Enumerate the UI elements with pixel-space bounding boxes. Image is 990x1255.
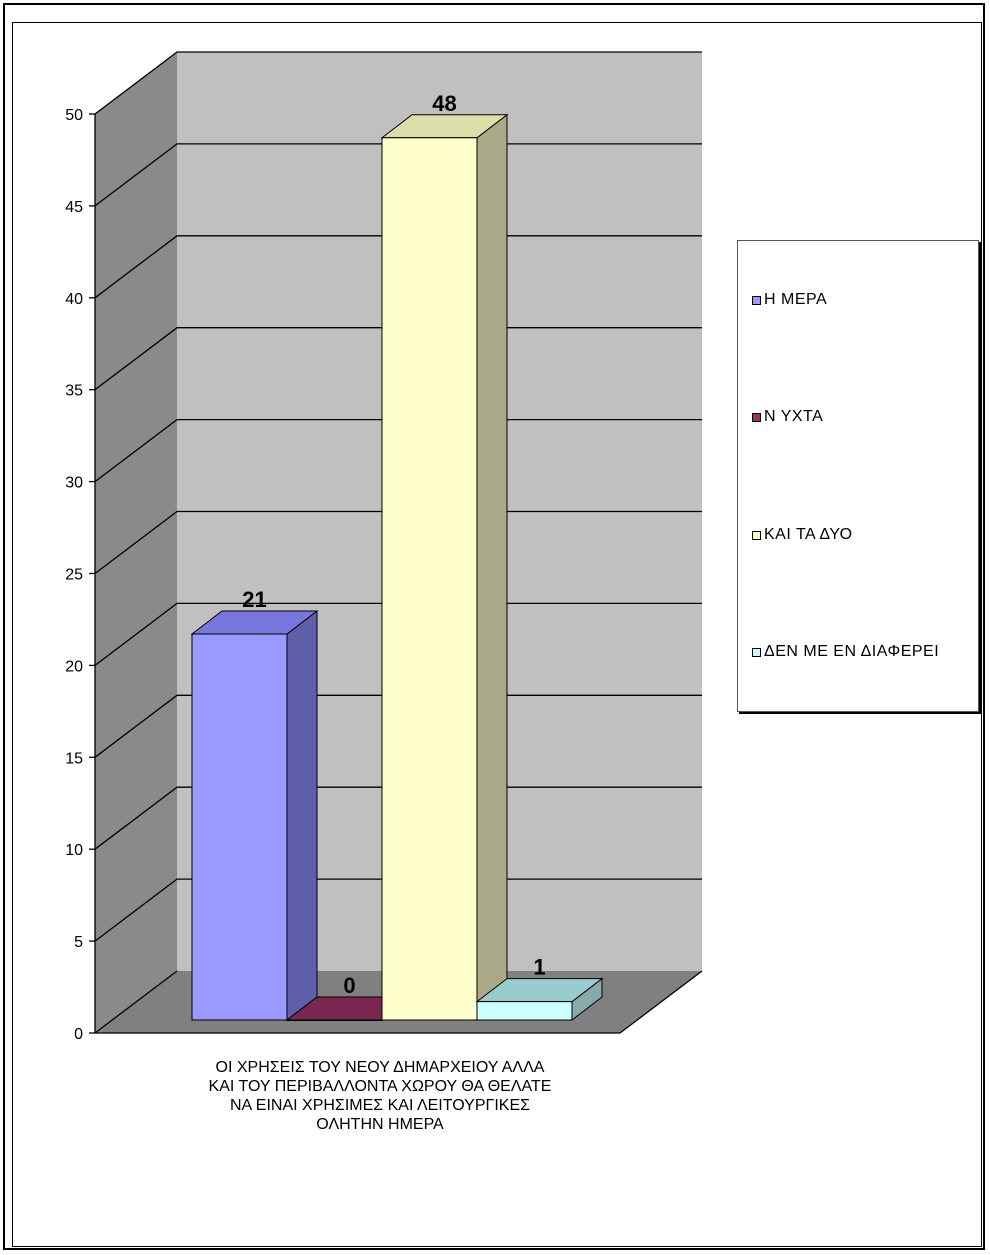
y-tick-label-50: 50 <box>65 107 83 124</box>
legend-item-nyxta: Ν ΥΧΤΑ <box>752 408 823 426</box>
gridline-25 <box>94 510 702 575</box>
x-category-label: ΟΙ ΧΡΗΣΕΙΣ ΤΟΥ ΝΕΟΥ ΔΗΜΑΡΧΕΙΟΥ ΑΛΛΑ ΚΑΙ … <box>160 1058 600 1134</box>
legend-label-den-me-endiaferei: ΔΕΝ ΜΕ ΕΝ ΔΙΑΦΕΡΕΙ <box>764 643 940 660</box>
data-label-2: 48 <box>432 91 456 116</box>
legend-label-kai-ta-dyo: ΚΑΙ ΤΑ ΔΥΟ <box>764 526 853 543</box>
y-tick-label-0: 0 <box>74 1026 83 1043</box>
y-tick-label-10: 10 <box>65 842 83 859</box>
y-tick-label-30: 30 <box>65 475 83 492</box>
y-tick-label-40: 40 <box>65 291 83 308</box>
data-label-0: 21 <box>242 587 266 612</box>
x-category-line-4: ΟΛΗΤΗΝ ΗΜΕΡΑ <box>316 1116 444 1133</box>
gridline-30 <box>94 418 702 483</box>
bar-1 <box>286 1019 383 1021</box>
y-tick-label-45: 45 <box>65 199 83 216</box>
data-label-1: 0 <box>343 973 355 998</box>
legend-item-imera: Η ΜΕΡΑ <box>752 291 827 309</box>
legend-swatch-imera <box>752 295 761 305</box>
floor-edge-left <box>94 970 178 1034</box>
bar-side-2 <box>476 113 508 1022</box>
chart-area-frame <box>12 22 982 1247</box>
legend-item-kai-ta-dyo: ΚΑΙ ΤΑ ΔΥΟ <box>752 526 853 544</box>
gridline-10 <box>94 786 702 850</box>
x-category-line-1: ΟΙ ΧΡΗΣΕΙΣ ΤΟΥ ΝΕΟΥ ΔΗΜΑΡΧΕΙΟΥ ΑΛΛΑ <box>215 1059 545 1076</box>
y-tick-label-5: 5 <box>74 934 83 951</box>
data-label-3: 1 <box>533 955 545 980</box>
bar-2 <box>381 137 478 1021</box>
gridline-20 <box>94 602 702 666</box>
gridline-35 <box>94 327 702 391</box>
y-tick-label-25: 25 <box>65 567 83 584</box>
y-tick-label-15: 15 <box>65 750 83 767</box>
bar-side-0 <box>286 610 318 1022</box>
legend-label-imera: Η ΜΕΡΑ <box>764 291 828 308</box>
chart-outer-frame <box>3 3 985 1250</box>
floor-edge <box>619 970 703 1034</box>
legend-label-nyxta: Ν ΥΧΤΑ <box>764 408 824 425</box>
x-category-line-2: ΚΑΙ ΤΟΥ ΠΕΡΙΒΑΛΛΟΝΤΑ ΧΩΡΟΥ ΘΑ ΘΕΛΑΤΕ <box>208 1078 552 1095</box>
legend-swatch-nyxta <box>752 412 761 422</box>
legend-item-den-me-endiaferei: ΔΕΝ ΜΕ ΕΝ ΔΙΑΦΕΡΕΙ <box>752 643 939 661</box>
legend-swatch-kai-ta-dyo <box>752 530 761 540</box>
gridline-40 <box>94 235 702 299</box>
y-tick-label-20: 20 <box>65 658 83 675</box>
gridline-5 <box>94 878 702 942</box>
gridline-15 <box>94 694 702 758</box>
bar-3 <box>476 1001 573 1021</box>
y-tick-label-35: 35 <box>65 383 83 400</box>
x-category-line-3: ΝΑ ΕΙΝΑΙ ΧΡΗΣΙΜΕΣ ΚΑΙ ΛΕΙΤΟΥΡΓΙΚΕΣ <box>230 1097 530 1114</box>
gridline-50 <box>94 51 702 115</box>
legend: Η ΜΕΡΑ Ν ΥΧΤΑ ΚΑΙ ΤΑ ΔΥΟ ΔΕΝ ΜΕ ΕΝ ΔΙΑΦΕ… <box>737 240 979 712</box>
bar-0 <box>191 633 288 1021</box>
legend-swatch-den-me-endiaferei <box>752 647 761 657</box>
gridline-45 <box>94 143 702 207</box>
